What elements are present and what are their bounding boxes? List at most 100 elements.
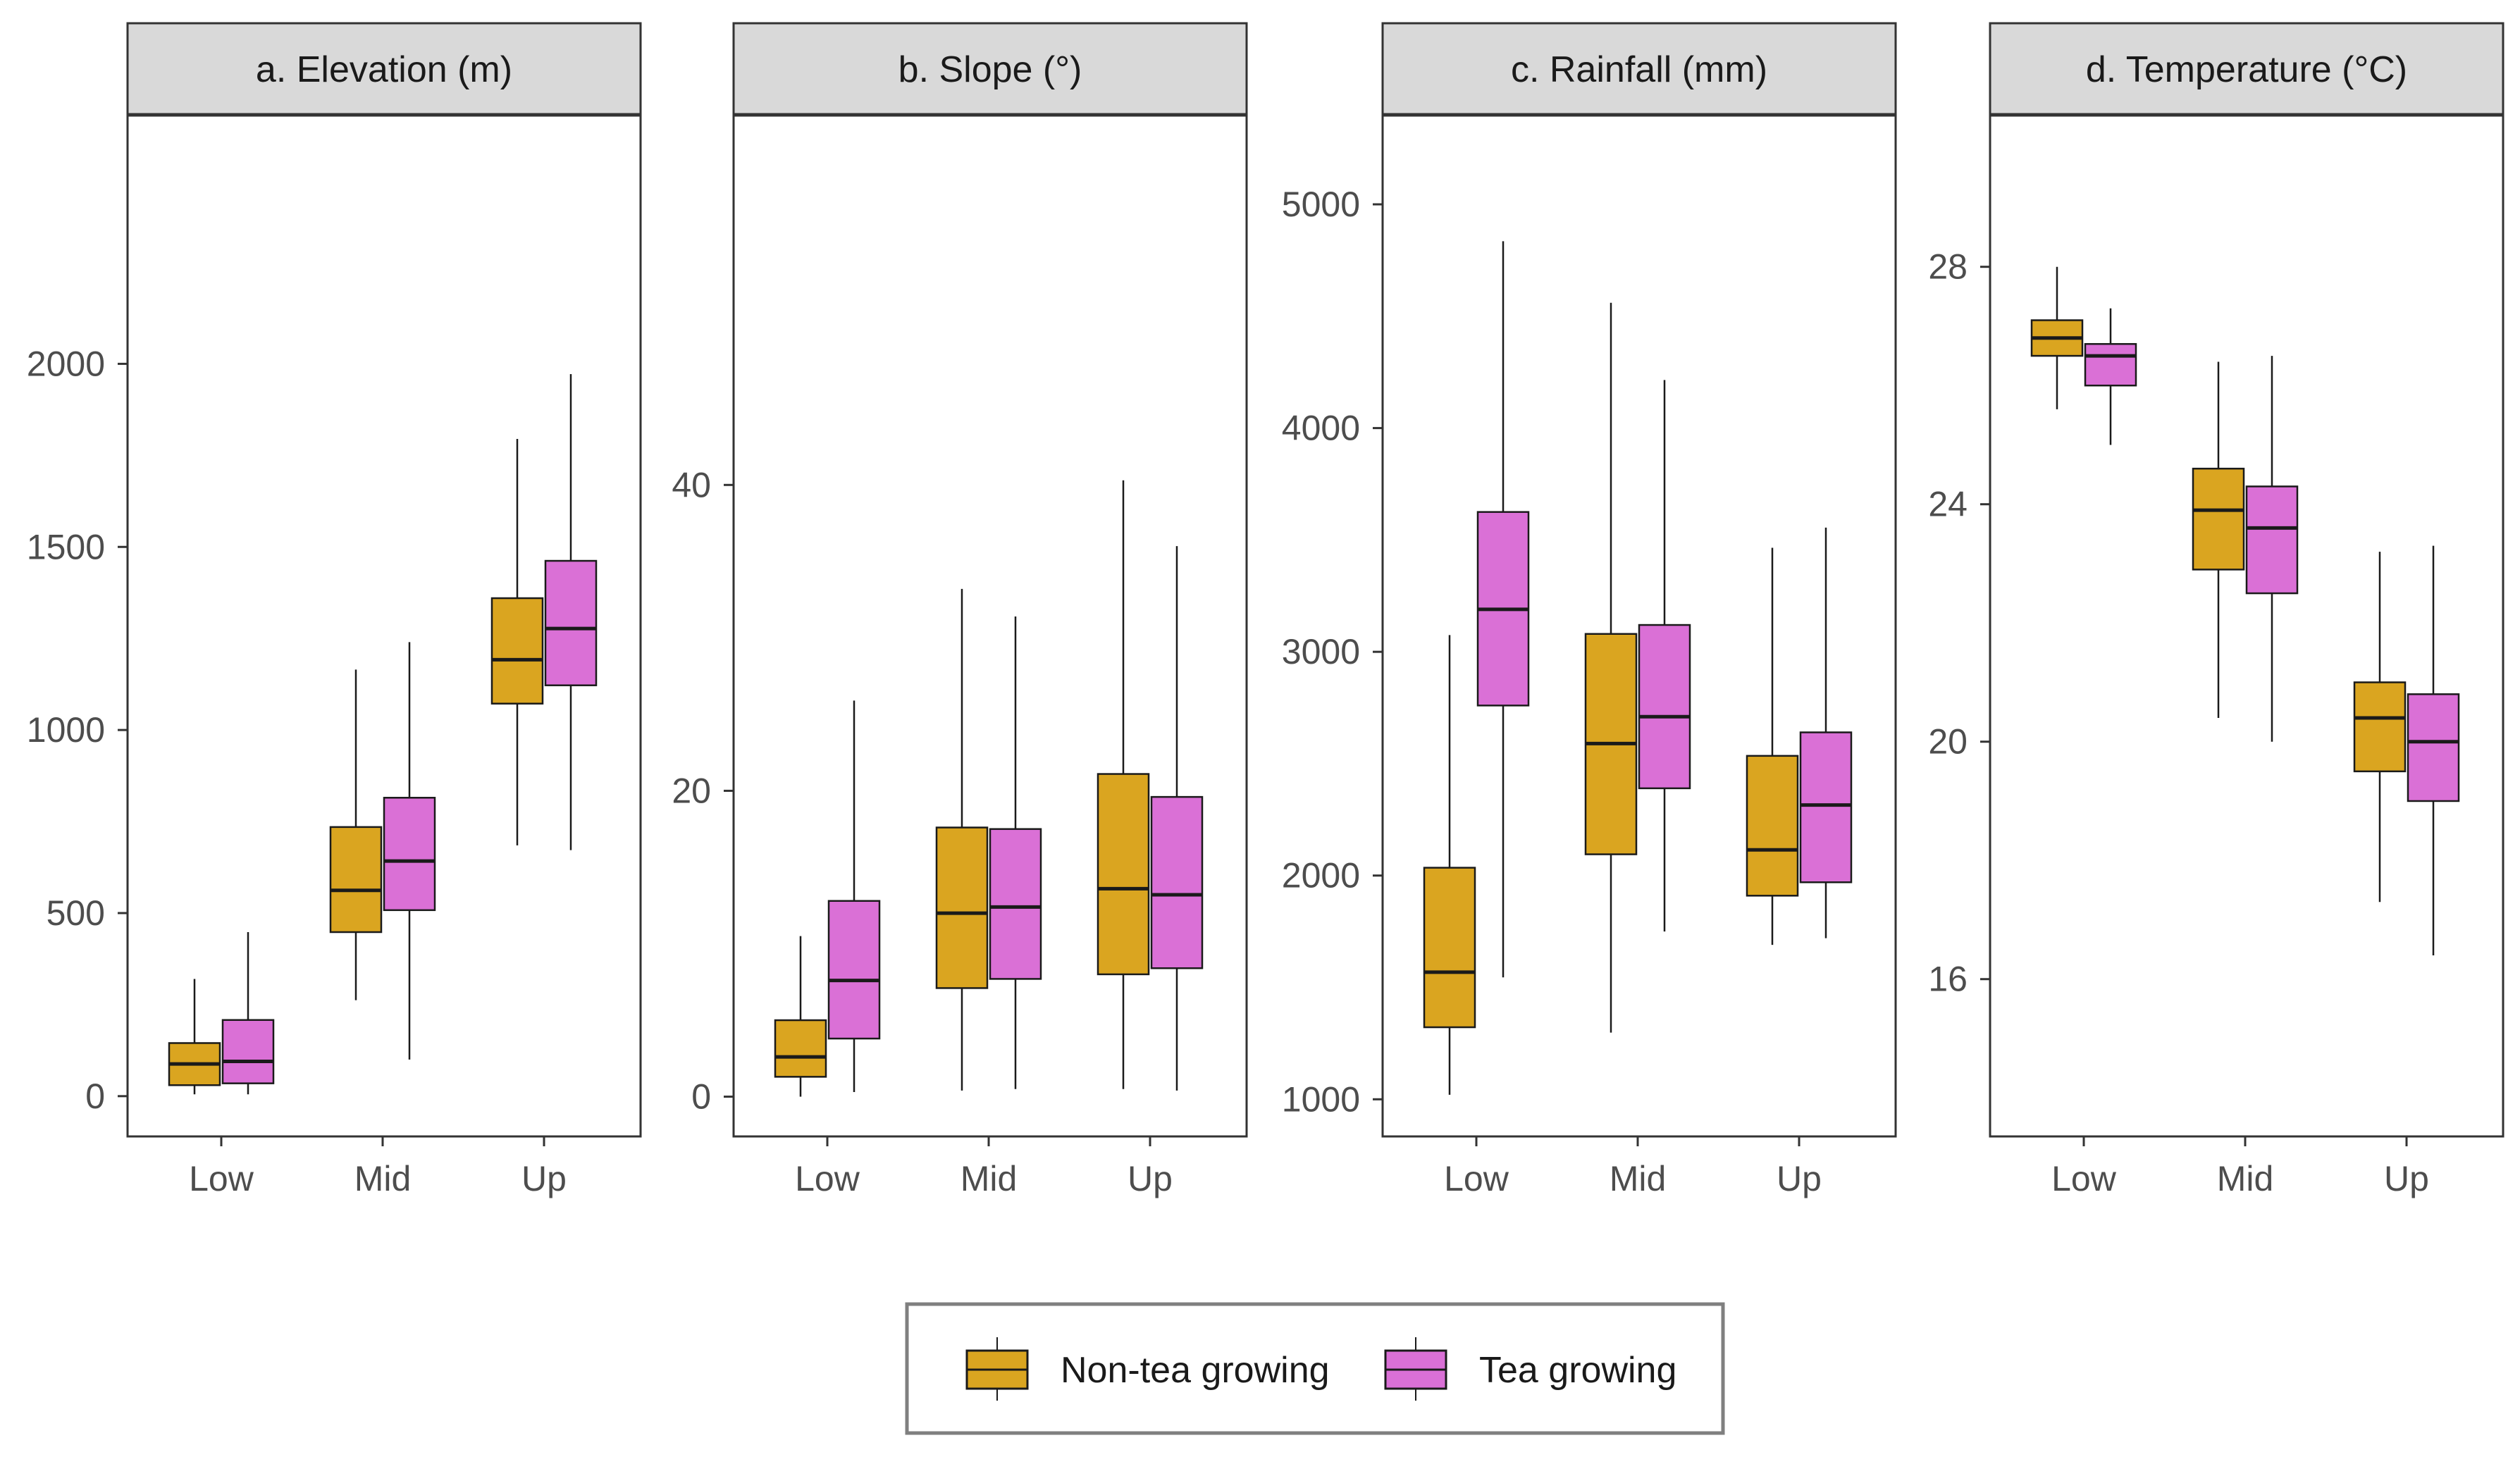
box-tea-growing-mid [1638,380,1691,932]
series-tea-growing [1476,241,1853,978]
box-iqr [2407,693,2460,802]
y-tick-label: 4000 [1282,409,1360,448]
box-iqr [221,1019,275,1084]
panel-title: c. Rainfall (mm) [1511,49,1767,90]
x-tick-label: Low [1444,1159,1509,1198]
x-tick-label: Low [189,1159,254,1198]
box-tea-growing-low [827,700,881,1093]
box-iqr [490,597,544,705]
box-non-tea-growing-low [168,979,221,1095]
series-non-tea-growing [168,438,544,1095]
x-tick-label: Up [1128,1159,1173,1198]
box-iqr [1799,731,1853,884]
box-tea-growing-low [2084,308,2137,445]
box-tea-growing-up [1799,527,1853,938]
panel-strip [1381,22,1897,116]
panel-strip [126,22,642,116]
x-tick-label: Mid [2217,1159,2274,1198]
legend: Non-tea growing Tea growing [905,1302,1725,1435]
box-tea-growing-up [2407,545,2460,956]
x-tick-label: Mid [961,1159,1018,1198]
series-non-tea-growing [774,480,1150,1097]
y-tick-label: 2000 [1282,856,1360,895]
box-tea-growing-low [221,932,275,1095]
legend-item-non-tea: Non-tea growing [965,1337,1330,1401]
y-tick-label: 28 [1928,247,1968,287]
box-tea-growing-up [1150,546,1204,1091]
y-tick-label: 1000 [27,710,105,750]
y-tick-label: 1000 [1282,1079,1360,1119]
plot-frame [1381,113,1897,1138]
x-tick-label: Up [521,1159,567,1198]
box-tea-growing-up [544,373,598,850]
panel-b-slope: b. Slope (°) 0 20 40 Low Mid Up [672,22,1248,1198]
y-tick-label: 5000 [1282,185,1360,224]
box-non-tea-growing-low [2030,266,2084,409]
box-non-tea-growing-up [490,438,544,845]
box-iqr [935,826,989,989]
x-tick-label: Mid [354,1159,412,1198]
box-non-tea-growing-mid [329,669,383,1000]
panel-strip [732,22,1248,116]
box-tea-growing-mid [383,642,436,1060]
box-iqr [1638,624,1691,790]
box-non-tea-growing-mid [1584,302,1638,1033]
x-tick-label: Low [2051,1159,2117,1198]
box-iqr [2353,681,2407,773]
box-non-tea-growing-up [2353,552,2407,903]
x-tick-label: Up [2384,1159,2429,1198]
box-tea-growing-mid [2245,356,2299,742]
box-non-tea-growing-mid [2192,361,2245,719]
y-tick-label: 20 [672,771,711,810]
x-tick-label: Low [795,1159,860,1198]
series-non-tea-growing [2030,266,2407,903]
y-tick-label: 500 [47,893,105,933]
box-iqr [1150,795,1204,969]
series-tea-growing [221,373,598,1095]
y-tick-label: 40 [672,465,711,504]
y-tick-label: 0 [691,1077,711,1117]
box-iqr [774,1019,827,1078]
legend-item-tea: Tea growing [1384,1337,1676,1401]
legend-label-tea: Tea growing [1479,1350,1676,1391]
box-iqr [544,559,598,686]
panel-d-temperature-c: d. Temperature (°C) 16 20 24 28 Low Mid Up [1928,22,2504,1198]
series-tea-growing [827,546,1204,1093]
panel-c-rainfall-mm: c. Rainfall (mm) 1000 2000 3000 4000 5000 Low M… [1282,22,1897,1198]
chart-panels: a. Elevation (m) 0 500 1000 1500 2000 Low Mid Up… [27,22,2504,1198]
panel-a-elevation-m: a. Elevation (m) 0 500 1000 1500 2000 Low Mid Up [27,22,642,1198]
box-non-tea-growing-mid [935,588,989,1091]
box-iqr [1746,755,1799,897]
x-tick-label: Up [1777,1159,1822,1198]
plot-frame [126,113,642,1138]
y-tick-label: 1500 [27,527,105,566]
box-tea-growing-low [1476,241,1530,978]
y-tick-label: 20 [1928,722,1968,762]
panel-title: b. Slope (°) [898,49,1082,90]
y-tick-label: 0 [85,1077,105,1116]
box-iqr [329,826,383,934]
box-tea-growing-mid [989,616,1042,1089]
y-tick-label: 16 [1928,960,1968,999]
box-iqr [989,828,1042,980]
plot-frame [1989,113,2504,1138]
box-iqr [2192,467,2245,571]
box-non-tea-growing-low [1423,635,1476,1095]
panel-strip [1989,22,2504,116]
legend-frame [905,1302,1725,1435]
box-iqr [827,900,881,1040]
x-tick-label: Mid [1610,1159,1667,1198]
series-tea-growing [2084,308,2460,956]
y-tick-label: 24 [1928,485,1968,524]
box-non-tea-growing-up [1097,480,1150,1089]
series-non-tea-growing [1423,302,1799,1095]
plot-frame [732,113,1248,1138]
box-iqr [1097,773,1150,976]
y-tick-label: 3000 [1282,632,1360,671]
panel-title: d. Temperature (°C) [2086,49,2407,90]
box-iqr [2084,342,2137,387]
panel-title: a. Elevation (m) [256,49,512,90]
box-iqr [383,797,436,912]
box-iqr [1423,867,1476,1029]
